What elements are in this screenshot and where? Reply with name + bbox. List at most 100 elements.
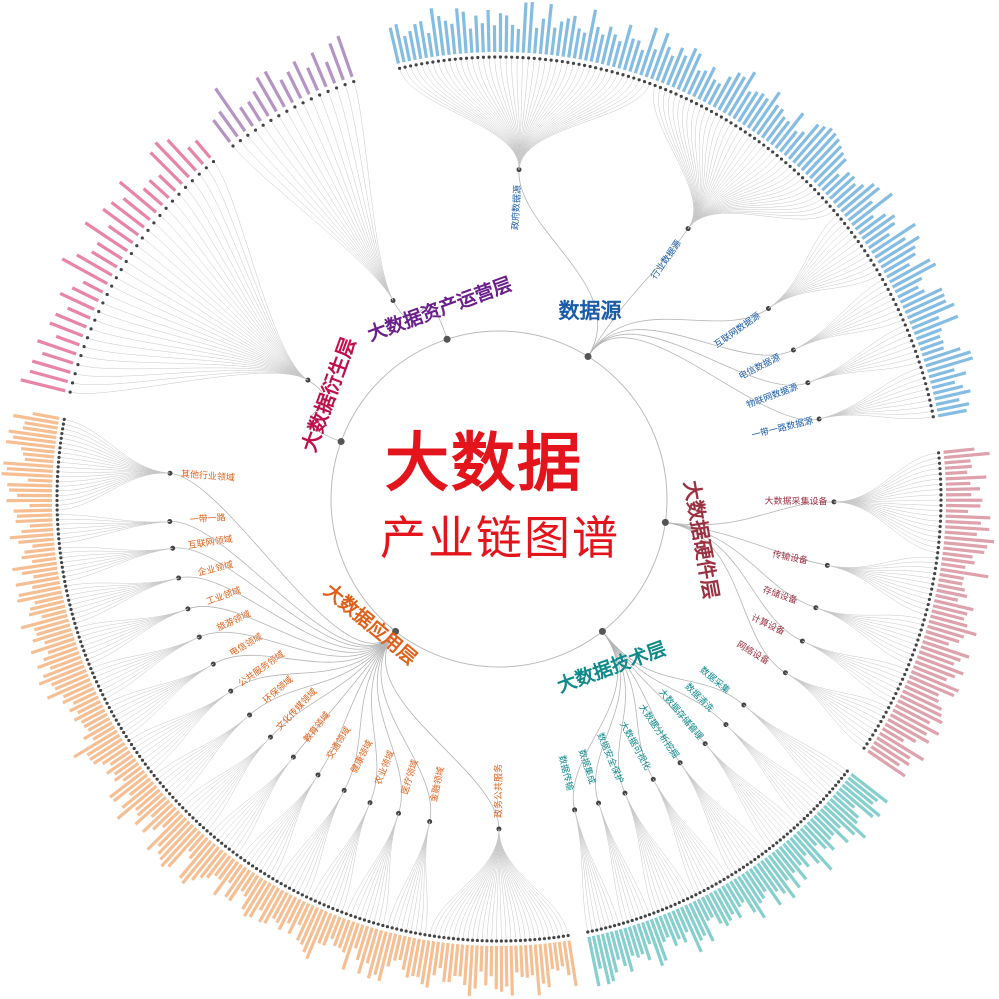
leaf-item — [480, 23, 485, 53]
leaf-item — [654, 917, 667, 943]
leaf-node — [87, 662, 91, 666]
leaf-node — [673, 902, 677, 907]
leaf-item — [596, 934, 611, 985]
leaf-node — [915, 355, 920, 359]
leaf-item — [871, 222, 917, 255]
leaf-item — [31, 580, 61, 590]
leaf-item — [737, 875, 766, 919]
leaf-item — [6, 466, 53, 473]
branch-link — [385, 631, 500, 830]
leaf-item — [667, 911, 681, 940]
leaf-item — [61, 257, 109, 286]
leaf-node — [610, 70, 614, 74]
leaf-link — [116, 277, 309, 381]
leaf-link — [624, 793, 659, 912]
leaf-link — [165, 208, 309, 381]
leaf-item — [707, 82, 722, 106]
leaf-item — [920, 645, 961, 662]
leaf-node — [437, 935, 441, 939]
leaf-link — [399, 68, 520, 170]
leaf-item — [341, 922, 360, 970]
leaf-item — [330, 916, 342, 940]
leaf-item — [809, 145, 843, 180]
leaf-link — [679, 762, 763, 855]
leaf-item — [324, 61, 337, 84]
leaf-link — [286, 111, 394, 301]
leaf-item — [906, 299, 947, 320]
leaf-node — [801, 176, 805, 180]
leaf-item — [915, 327, 943, 341]
leaf-node — [275, 879, 279, 883]
leaf-item — [713, 889, 733, 922]
leaf-link — [807, 361, 920, 384]
leaf-node — [97, 309, 101, 314]
leaf-link — [663, 89, 695, 229]
leaf-node — [809, 184, 813, 188]
leaf-link — [477, 57, 520, 170]
leaf-link — [336, 87, 394, 301]
leaf-node — [110, 284, 114, 288]
leaf-node — [881, 277, 885, 282]
leaf-link — [377, 813, 399, 925]
leaf-item — [217, 857, 236, 881]
leaf-item — [32, 627, 72, 643]
leaf-item — [227, 863, 244, 884]
leaf-item — [408, 30, 417, 61]
leaf-node — [843, 221, 847, 226]
leaf-link — [404, 67, 520, 170]
leaf-node — [886, 287, 890, 292]
leaf-link — [687, 185, 811, 229]
leaf-item — [614, 930, 628, 967]
leaf-item — [945, 481, 971, 486]
leaf-link — [833, 473, 941, 503]
leaf-node — [56, 527, 60, 531]
leaf-link — [116, 663, 214, 721]
leaf-item — [933, 599, 974, 612]
leaf-item — [299, 906, 320, 946]
leaf-item — [617, 24, 633, 69]
leaf-node — [79, 640, 83, 644]
leaf-node — [514, 939, 518, 943]
leaf-item — [161, 810, 181, 829]
leaf-node — [873, 728, 878, 733]
leaf-item — [550, 27, 557, 56]
leaf-link — [199, 173, 309, 381]
leaf-link — [785, 672, 865, 749]
branch-label: 工业领域 — [205, 584, 243, 607]
leaf-node — [689, 99, 694, 103]
leaf-item — [136, 792, 164, 817]
leaf-node — [677, 900, 681, 905]
leaf-node — [235, 853, 239, 857]
leaf-item — [29, 599, 65, 611]
leaf-item — [874, 236, 907, 259]
branch-link — [602, 631, 706, 744]
leaf-node — [58, 546, 62, 550]
leaf-link — [827, 556, 938, 568]
leaf-link — [240, 774, 319, 858]
leaf-node — [862, 746, 866, 750]
leaf-node — [414, 63, 418, 67]
leaf-node — [527, 56, 531, 60]
leaf-item — [118, 180, 158, 214]
leaf-item — [425, 940, 436, 988]
leaf-node — [894, 691, 898, 696]
leaf-item — [515, 28, 521, 53]
leaf-node — [809, 810, 813, 814]
leaf-item — [919, 339, 944, 352]
leaf-item — [918, 650, 955, 666]
leaf-item — [22, 426, 58, 435]
leaf-item — [355, 925, 370, 961]
leaf-node — [119, 726, 123, 730]
leaf-item — [87, 717, 111, 732]
leaf-item — [655, 46, 672, 82]
leaf-item — [628, 40, 641, 73]
leaf-node — [938, 519, 943, 523]
leaf-item — [341, 921, 356, 953]
branch-label: 政务公共服务 — [492, 764, 504, 818]
leaf-node — [605, 68, 609, 72]
leaf-item — [242, 879, 268, 918]
leaf-link — [815, 607, 909, 665]
leaf-node — [55, 484, 59, 488]
leaf-item — [914, 660, 956, 679]
leaf-node — [92, 675, 97, 679]
